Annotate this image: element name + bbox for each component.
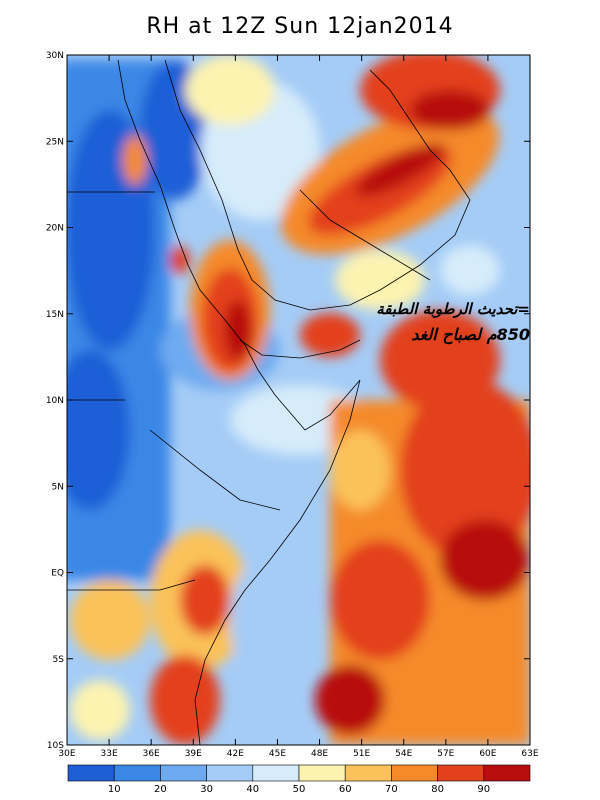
lat-tick-label: 25N (46, 137, 64, 147)
colorbar-label: 30 (200, 784, 213, 795)
coastlines (67, 59, 471, 745)
pale-region-arabian-sea (440, 245, 500, 295)
lon-tick-label: 42E (227, 749, 244, 759)
orange-light-somalia (330, 430, 390, 510)
colorbar-label: 40 (246, 784, 259, 795)
dark-blue-region-sw (67, 350, 130, 510)
annotation-line-1: =تحديث الرطوبة الطبقة (376, 300, 530, 318)
colorbar-label: 60 (339, 784, 352, 795)
red-spot-sudan (170, 246, 190, 274)
darkred-region-ocean-south (315, 665, 385, 735)
colorbar-swatch (391, 764, 438, 782)
rh-field (67, 55, 530, 745)
colorbar-swatch (206, 764, 254, 782)
lon-tick-label: 45E (269, 749, 286, 759)
arabic-annotation: =تحديث الرطوبة الطبقة 850م لصباح الغد (330, 296, 530, 348)
red-region-tanzania (150, 655, 220, 745)
lat-axis: 30N 25N 20N 15N 10N 5N EQ 5S 10S (46, 51, 530, 751)
rh-blobs (67, 55, 530, 745)
yellow-region-sw (70, 680, 130, 740)
yellow-region-north (185, 55, 275, 125)
colorbar-label: 50 (293, 784, 306, 795)
lon-tick-label: 30E (58, 749, 75, 759)
red-region-kenya (180, 565, 230, 635)
lat-tick-label: 5S (53, 655, 65, 665)
lon-axis: 30E 33E 36E 39E 42E 45E 48E 51E 54E 57E 60E 63E (58, 55, 539, 759)
blue-region-coast (230, 560, 290, 680)
red-region-arabian-sea (380, 310, 500, 410)
darkred-region-ocean-east (440, 520, 530, 600)
colorbar-swatch (298, 764, 346, 782)
colorbar-swatch (483, 764, 531, 782)
red-region-aden (300, 313, 360, 357)
lat-tick-label: EQ (51, 569, 64, 579)
colorbar-label: 10 (108, 784, 121, 795)
colorbar-swatch (437, 764, 485, 782)
colorbar-swatch (344, 764, 392, 782)
colorbar-label: 90 (477, 784, 490, 795)
lat-tick-label: 30N (46, 51, 64, 61)
colorbar-swatch (113, 764, 161, 782)
lon-tick-label: 39E (185, 749, 202, 759)
lon-tick-label: 33E (101, 749, 118, 759)
darkred-band-arabia (355, 143, 445, 197)
yellow-region-oman (335, 250, 425, 310)
lon-tick-label: 36E (143, 749, 160, 759)
red-region-ocean-east (400, 380, 530, 560)
colorbar: 10 20 30 40 50 60 70 80 90 (67, 764, 531, 795)
lat-tick-label: 20N (46, 224, 64, 234)
lat-tick-label: 5N (52, 482, 64, 492)
orange-spot-egypt (123, 135, 147, 185)
colorbar-swatch (67, 764, 115, 782)
lon-tick-label: 54E (395, 749, 412, 759)
lon-tick-label: 57E (437, 749, 454, 759)
lon-tick-label: 51E (353, 749, 370, 759)
lon-tick-label: 60E (479, 749, 496, 759)
lat-tick-label: 10S (47, 741, 64, 751)
colorbar-label: 20 (154, 784, 167, 795)
darkred-region-gulf (410, 90, 490, 130)
orange-region-west-africa-s (70, 580, 150, 660)
colorbar-swatch (160, 764, 207, 782)
colorbar-swatch (252, 764, 300, 782)
colorbar-label: 70 (385, 784, 398, 795)
map-title: RH at 12Z Sun 12jan2014 (146, 14, 454, 39)
annotation-line-2: 850م لصباح الغد (411, 325, 530, 344)
red-region-ocean-south (330, 540, 430, 660)
lat-tick-label: 10N (46, 396, 64, 406)
lon-tick-label: 63E (521, 749, 538, 759)
colorbar-label: 80 (431, 784, 444, 795)
lon-tick-label: 48E (311, 749, 328, 759)
lat-tick-label: 15N (46, 310, 64, 320)
